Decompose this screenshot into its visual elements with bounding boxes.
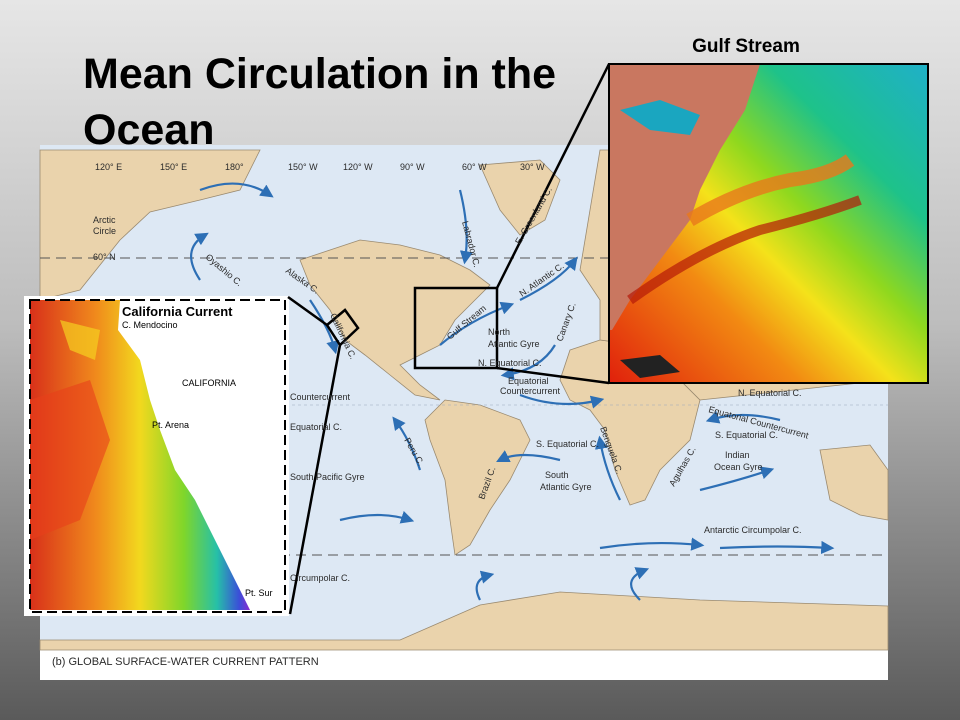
map-caption: (b) GLOBAL SURFACE-WATER CURRENT PATTERN	[52, 656, 319, 668]
map-label: 60° W	[462, 162, 487, 172]
map-label: 150° E	[160, 162, 187, 172]
map-label: S. Equatorial C.	[536, 439, 599, 449]
map-label: S. Equatorial C.	[715, 430, 778, 440]
map-label: North	[488, 327, 510, 337]
map-label: Pt. Sur	[245, 588, 273, 598]
map-label: Atlantic Gyre	[540, 482, 592, 492]
map-label: Equatorial C.	[290, 422, 342, 432]
map-label: Ocean Gyre	[714, 462, 763, 472]
map-label: N. Equatorial C.	[738, 388, 802, 398]
map-label: Pt. Arena	[152, 420, 189, 430]
map-label: 150° W	[288, 162, 318, 172]
map-label: South	[545, 470, 569, 480]
map-label: Arctic	[93, 215, 116, 225]
california-label: California Current	[122, 304, 233, 319]
map-label: 180°	[225, 162, 244, 172]
slide-title: Mean Circulation in the Ocean	[83, 50, 557, 154]
map-label: N. Equatorial C.	[478, 358, 542, 368]
connectors	[287, 63, 611, 615]
map-label: Antarctic Circumpolar C.	[704, 525, 802, 535]
map-label: C. Mendocino	[122, 320, 178, 330]
map-label: Circumpolar C.	[290, 573, 350, 583]
map-label: CALIFORNIA	[182, 378, 236, 388]
map-label: Indian	[725, 450, 750, 460]
map-label: 120° E	[95, 162, 122, 172]
gulf-stream-image	[608, 63, 929, 384]
map-label: 120° W	[343, 162, 373, 172]
map-label: Atlantic Gyre	[488, 339, 540, 349]
map-label: Equatorial	[508, 376, 549, 386]
map-label: 60° N	[93, 252, 116, 262]
map-label: Circle	[93, 226, 116, 236]
map-label: 30° W	[520, 162, 545, 172]
gulf-stream-label: Gulf Stream	[692, 36, 800, 57]
map-label: 90° W	[400, 162, 425, 172]
map-label: South Pacific Gyre	[290, 472, 365, 482]
map-label: Countercurrent	[290, 392, 351, 402]
map-label: Countercurrent	[500, 386, 561, 396]
california-inset	[24, 296, 289, 616]
